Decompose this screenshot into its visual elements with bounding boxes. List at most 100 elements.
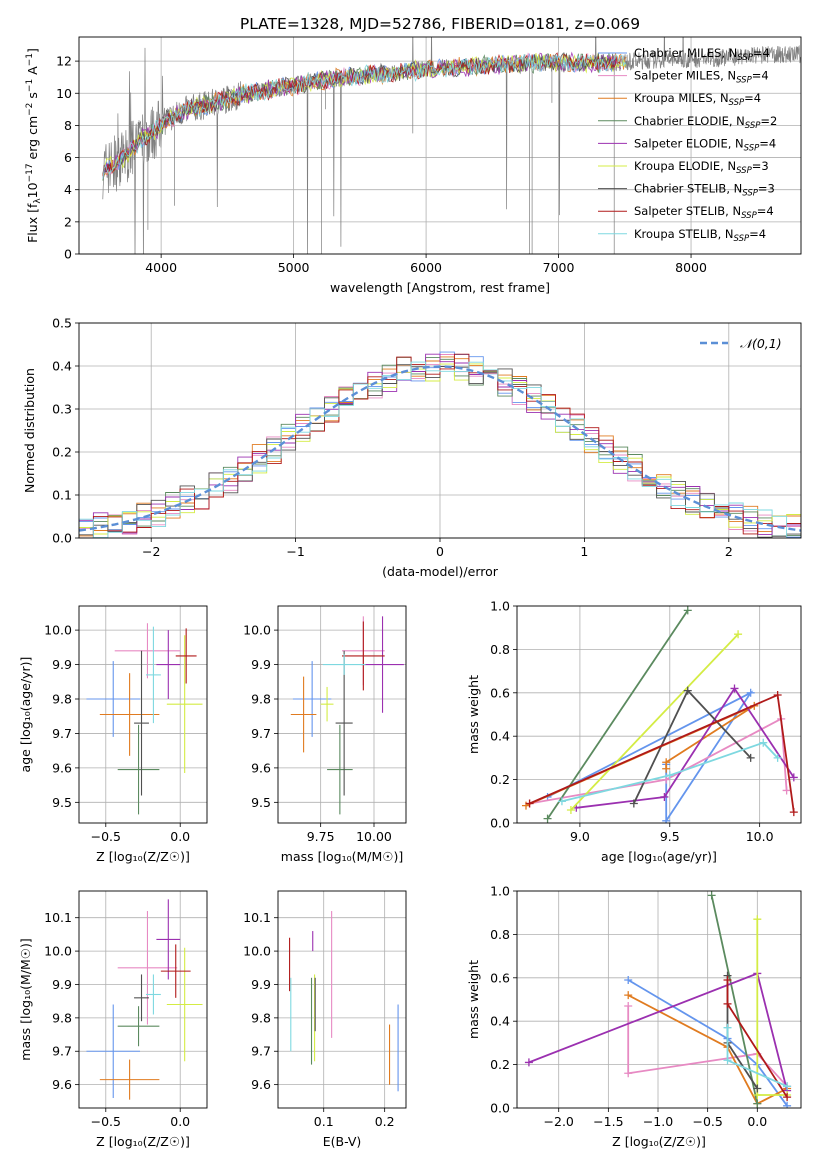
x-tick-label: −0.5: [692, 1114, 722, 1129]
x-tick-label: 0.0: [170, 1114, 190, 1129]
error-bar-point: [117, 911, 178, 1025]
weight-marker: [683, 606, 692, 615]
weight-line: [632, 689, 752, 804]
y-tick-label: 10.0: [44, 623, 72, 638]
y-tick-label: 0.8: [490, 927, 510, 942]
weight-marker: [723, 999, 732, 1008]
weight-marker: [783, 1101, 792, 1108]
y-tick-label: 0.0: [490, 816, 510, 831]
axes-frame: [277, 890, 407, 1109]
y-tick-label: 12: [56, 54, 72, 69]
weight-marker: [753, 915, 762, 924]
legend-label: Kroupa MILES, NSSP=4: [634, 91, 761, 108]
weight-marker: [753, 1099, 762, 1108]
legend-label: Chabrier ELODIE, NSSP=2: [634, 114, 777, 131]
y-tick-label: 0.4: [52, 359, 72, 374]
y-tick-label: 10: [56, 86, 72, 101]
weight-marker: [723, 975, 732, 984]
grid: [517, 890, 801, 1109]
error-bar-point: [145, 974, 161, 1015]
weight-marker: [753, 1084, 762, 1093]
legend-label: 𝒩(0,1): [740, 336, 782, 351]
plot-area: [79, 351, 801, 538]
y-tick-label: 0.6: [490, 685, 510, 700]
weight-series: [707, 891, 762, 1108]
weight-series: [543, 606, 692, 823]
y-tick-label: 0.5: [52, 316, 72, 331]
weight-series: [566, 630, 743, 814]
weight-line: [576, 686, 795, 809]
y-tick-label: 9.8: [52, 692, 72, 707]
x-tick-label: 8000: [675, 260, 707, 275]
grid: [278, 891, 406, 1108]
x-axis-label: mass [log₁₀(M/M☉)]: [281, 849, 403, 864]
x-tick-label: −1: [286, 544, 304, 559]
x-axis-label: E(B-V): [323, 1134, 362, 1149]
error-bar-point: [86, 1004, 141, 1098]
y-tick-label: 0.1: [52, 488, 72, 503]
error-bar-point: [327, 724, 353, 815]
y-tick-label: 9.8: [251, 692, 271, 707]
y-tick-label: 9.7: [52, 726, 72, 741]
error-bar-point: [290, 676, 317, 753]
y-tick-label: 0.2: [52, 445, 72, 460]
weight-marker: [665, 771, 674, 780]
error-bar-point: [134, 974, 149, 1022]
weight-series: [557, 738, 782, 806]
error-bar-point: [117, 724, 160, 815]
weight-marker: [525, 799, 534, 808]
y-tick-label: 9.6: [52, 1077, 72, 1092]
weight-marker: [660, 792, 669, 801]
y-axis-label: Flux [fλ10−17 erg cm−2 s−1 A−1]: [25, 48, 43, 243]
y-tick-label: 10.0: [44, 944, 72, 959]
weight-marker: [783, 1093, 792, 1102]
weight-series: [629, 686, 755, 808]
x-tick-label: 7000: [543, 260, 575, 275]
weight-marker: [783, 1082, 792, 1091]
x-axis-label: age [log₁₀(age/yr)]: [601, 849, 717, 864]
error-bar-point: [117, 1006, 160, 1047]
weight-marker: [543, 814, 552, 823]
weight-line: [627, 994, 788, 1105]
plot-area: [289, 911, 399, 1092]
weight-marker: [759, 738, 768, 747]
figure-title: PLATE=1328, MJD=52786, FIBERID=0181, z=0…: [240, 15, 640, 33]
y-tick-label: 1.0: [490, 599, 510, 614]
legend: Chabrier MILES, NSSP=4 Salpeter MILES, NS…: [598, 46, 777, 244]
error-bar-point: [86, 661, 141, 737]
legend-label: Kroupa STELIB, NSSP=4: [634, 227, 766, 244]
weight-marker: [624, 1069, 633, 1078]
weight-marker: [683, 686, 692, 695]
error-bar-point: [320, 686, 334, 722]
y-tick-label: 9.7: [251, 726, 271, 741]
axes-frame: [78, 36, 802, 255]
error-bar-point: [175, 628, 197, 684]
weight-marker: [723, 1023, 732, 1032]
y-tick-label: 10.1: [243, 910, 271, 925]
axes-weight_vs_age: 9.0 9.5 10.0 0.0 0.2 0.4 0.6 0.8 1.0 age [log₁₀(a…: [466, 599, 802, 864]
weight-line: [570, 633, 739, 811]
weight-marker: [789, 773, 798, 782]
weight-line: [561, 741, 779, 803]
normal-curve: [79, 365, 801, 532]
weight-marker: [624, 1002, 633, 1011]
y-tick-label: 0.0: [490, 1101, 510, 1116]
y-tick-label: 9.5: [251, 795, 271, 810]
x-axis-label: (data-model)/error: [382, 564, 499, 579]
y-axis-label: mass [log₁₀(M/M☉)]: [18, 938, 33, 1060]
x-tick-label: 9.75: [307, 829, 335, 844]
x-tick-label: 4000: [145, 260, 177, 275]
y-tick-label: 0.2: [490, 772, 510, 787]
weight-marker: [662, 758, 671, 767]
error-bar-point: [166, 947, 203, 1062]
weight-line: [627, 979, 788, 1107]
y-tick-label: 9.6: [251, 1077, 271, 1092]
x-tick-label: 10.00: [356, 829, 392, 844]
y-tick-label: 0.8: [490, 642, 510, 657]
error-bar-point: [292, 661, 332, 737]
y-tick-label: 9.8: [251, 1010, 271, 1025]
axes-mass_vs_ebv: 0.1 0.2 9.6 9.7 9.8 9.9 10.0 10.1 E(B-V): [243, 890, 407, 1149]
weight-series: [525, 690, 798, 817]
x-tick-label: 1: [580, 544, 588, 559]
